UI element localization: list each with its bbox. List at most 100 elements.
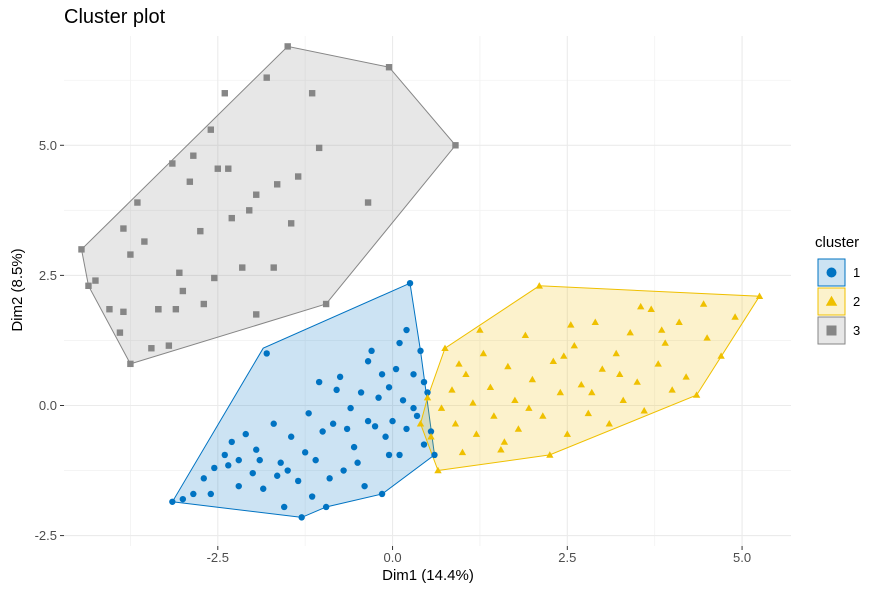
cluster-2-point	[699, 300, 708, 307]
cluster-1-point	[375, 394, 382, 401]
cluster-2-point	[514, 425, 523, 432]
cluster-3-point	[176, 269, 183, 276]
minor-gridlines	[64, 36, 791, 546]
cluster-1-point	[396, 339, 403, 347]
cluster-1-point	[298, 514, 305, 521]
legend-item-1: 1	[817, 258, 860, 287]
cluster-2-point	[458, 448, 467, 456]
cluster-1-point	[242, 430, 249, 438]
cluster-3-point	[207, 126, 214, 133]
cluster-2-point	[616, 370, 624, 377]
cluster-1-point	[340, 467, 347, 474]
legend-label-2: 2	[853, 294, 860, 309]
cluster-1-point	[410, 371, 417, 378]
cluster-2-point	[640, 407, 648, 414]
x-tick-label: 0.0	[384, 550, 402, 565]
cluster-1-point	[357, 389, 365, 396]
cluster-3-point	[172, 306, 180, 313]
cluster-3-point	[179, 287, 187, 295]
cluster-3-point	[78, 246, 85, 253]
cluster-2-point	[451, 420, 460, 427]
cluster-1-point	[322, 503, 330, 511]
cluster-2-point	[619, 396, 627, 403]
cluster-3-point	[120, 225, 127, 232]
cluster-1-point	[378, 371, 386, 378]
cluster-2-point	[577, 381, 585, 388]
legend-label-3: 3	[853, 323, 860, 338]
cluster-2-point	[591, 318, 599, 325]
cluster-1-point	[364, 417, 372, 425]
cluster-2-point	[637, 302, 645, 310]
cluster-2-point	[605, 420, 613, 427]
cluster-1-point	[169, 498, 176, 505]
cluster-1-point	[329, 420, 337, 427]
cluster-3-point	[165, 342, 173, 349]
cluster-2-point	[546, 451, 554, 458]
cluster-1-point	[336, 373, 344, 381]
cluster-3-point	[155, 306, 162, 313]
y-tick-label: -2.5	[35, 528, 57, 543]
cluster-3-point	[364, 199, 372, 206]
y-axis-ticks: -2.5 0.0 2.5 5.0	[35, 138, 64, 543]
cluster-3-point	[134, 199, 141, 206]
cluster-2-point	[731, 313, 739, 320]
cluster-2-point	[511, 396, 519, 403]
x-axis-ticks: -2.5 0.0 2.5 5.0	[207, 546, 751, 565]
cluster-3-point	[322, 300, 330, 308]
cluster-2-point	[584, 409, 592, 417]
cluster-3-point	[315, 144, 323, 152]
cluster-2-point	[490, 412, 498, 419]
cluster-2-point	[472, 430, 481, 437]
cluster-1-point	[256, 456, 263, 464]
cluster-2-point	[539, 412, 547, 419]
cluster-2-point	[535, 282, 543, 289]
cluster-2-point	[633, 378, 641, 385]
cluster-2-point	[441, 344, 449, 351]
cluster-2-point	[549, 357, 557, 364]
cluster-2-point	[755, 292, 764, 299]
cluster-2-point	[556, 388, 564, 396]
cluster-1-point	[385, 384, 393, 391]
cluster-1-point	[235, 482, 242, 490]
cluster-1-point	[424, 389, 431, 396]
cluster-1-point	[361, 482, 368, 490]
cluster-2-point	[504, 362, 512, 370]
legend-title: cluster	[815, 234, 859, 251]
cluster-2-point	[434, 466, 442, 474]
cluster-1-point	[389, 417, 396, 425]
legend: cluster 1 2 3	[815, 234, 860, 345]
cluster-1-point	[294, 477, 302, 485]
cluster-1-point	[378, 490, 386, 498]
chart-title: Cluster plot	[64, 6, 166, 28]
cluster-2-point	[521, 331, 529, 338]
cluster-1-point	[249, 469, 256, 477]
cluster-3-point	[190, 152, 197, 159]
cluster-1-point	[427, 428, 435, 435]
cluster-1-point	[326, 475, 333, 482]
y-axis-title: Dim2 (8.5%)	[9, 248, 26, 331]
cluster-2-point	[560, 352, 568, 359]
cluster-3-point	[287, 220, 295, 227]
cluster-2-point	[479, 349, 488, 357]
cluster-2-point	[682, 373, 690, 380]
cluster-1-point	[399, 397, 407, 404]
cluster-1-point	[221, 451, 228, 459]
cluster-1-point	[301, 449, 309, 456]
cluster-1-point	[368, 347, 375, 355]
cluster-1-point	[350, 443, 358, 451]
cluster-1-point	[260, 485, 267, 492]
cluster-2-point	[647, 305, 655, 312]
cluster-2-point	[476, 326, 484, 333]
legend-marker-3	[826, 325, 837, 336]
cluster-3-point	[270, 264, 277, 271]
cluster-3-point	[92, 277, 99, 284]
cluster-1-point	[371, 423, 379, 430]
cluster-points	[78, 43, 764, 521]
cluster-1-point	[308, 493, 316, 500]
cluster-3-point	[214, 165, 221, 172]
cluster-3-point	[294, 173, 302, 180]
cluster-2-point	[654, 360, 662, 367]
cluster-2-point	[668, 386, 676, 393]
cluster-1-point	[382, 433, 389, 440]
